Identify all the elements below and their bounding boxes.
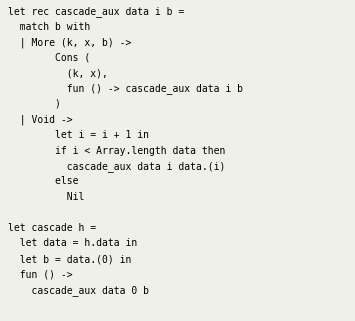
Text: | More (k, x, b) ->: | More (k, x, b) -> — [8, 37, 131, 48]
Text: else: else — [8, 177, 78, 187]
Text: let i = i + 1 in: let i = i + 1 in — [8, 130, 149, 140]
Text: if i < Array.length data then: if i < Array.length data then — [8, 145, 225, 155]
Text: (k, x),: (k, x), — [8, 68, 108, 78]
Text: let data = h.data in: let data = h.data in — [8, 239, 137, 248]
Text: cascade_aux data 0 b: cascade_aux data 0 b — [8, 285, 149, 296]
Text: let b = data.(0) in: let b = data.(0) in — [8, 254, 131, 264]
Text: fun () -> cascade_aux data i b: fun () -> cascade_aux data i b — [8, 83, 243, 94]
Text: let rec cascade_aux data i b =: let rec cascade_aux data i b = — [8, 6, 184, 17]
Text: Cons (: Cons ( — [8, 53, 90, 63]
Text: | Void ->: | Void -> — [8, 115, 73, 125]
Text: match b with: match b with — [8, 22, 90, 31]
Text: Nil: Nil — [8, 192, 84, 202]
Text: fun () ->: fun () -> — [8, 270, 73, 280]
Text: ): ) — [8, 99, 61, 109]
Text: let cascade h =: let cascade h = — [8, 223, 96, 233]
Text: cascade_aux data i data.(i): cascade_aux data i data.(i) — [8, 161, 225, 172]
